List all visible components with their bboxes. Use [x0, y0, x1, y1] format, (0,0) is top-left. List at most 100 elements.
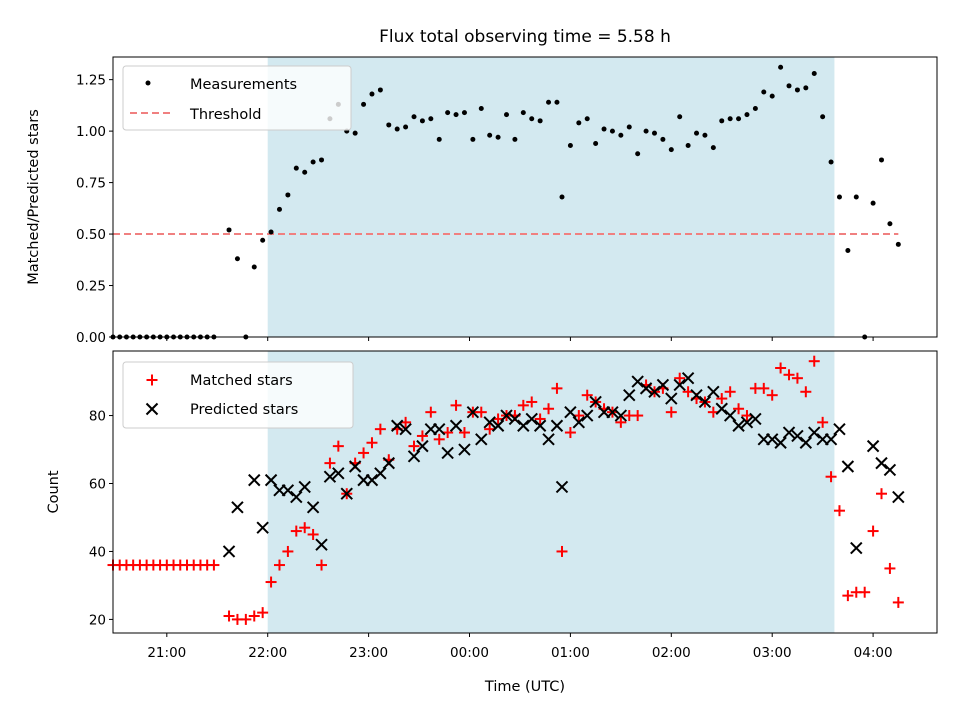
marker-stroke [614, 409, 628, 422]
predicted-star-point [639, 382, 653, 395]
measurement-point [601, 126, 607, 132]
legend-predicted-stars-label: Predicted stars [190, 402, 298, 418]
measurement-point [778, 64, 784, 70]
predicted-star-point [824, 433, 838, 446]
marker-stroke [564, 405, 577, 419]
predicted-star-point [723, 409, 737, 422]
marker-stroke [782, 426, 796, 439]
marker-stroke [765, 433, 779, 446]
matched-star-point [208, 559, 220, 571]
predicted-star-point [665, 392, 678, 405]
marker-stroke [723, 409, 737, 422]
predicted-star-point [340, 487, 353, 500]
matched-star-point [475, 406, 487, 418]
matched-star-point [758, 382, 770, 394]
marker-stroke [715, 402, 728, 415]
matched-star-point [316, 559, 328, 571]
marker-stroke [673, 378, 686, 392]
y-tick-label: 60 [89, 477, 106, 493]
measurement-point [361, 101, 367, 107]
measurement-point [609, 128, 615, 134]
legend-measurements-label: Measurements [190, 77, 297, 93]
marker-stroke [348, 460, 362, 473]
measurement-point [302, 169, 308, 175]
marker-stroke [382, 456, 395, 470]
x-axis-label: Time (UTC) [484, 679, 565, 695]
marker-stroke [315, 538, 328, 551]
measurement-point [870, 200, 876, 206]
matched-star-point [324, 457, 336, 469]
x-tick-label: 04:00 [854, 645, 893, 661]
predicted-star-point [799, 436, 813, 449]
marker-stroke [707, 385, 720, 398]
measurement-point [419, 118, 425, 124]
predicted-star-point [623, 388, 636, 402]
marker-stroke [850, 541, 863, 555]
predicted-star-point [332, 467, 345, 480]
predicted-star-point [348, 460, 362, 473]
matched-star-point [534, 413, 546, 425]
measurement-point [727, 116, 733, 122]
marker-stroke [374, 467, 387, 480]
measurement-point [478, 105, 484, 111]
matched-star-point [543, 403, 555, 415]
matched-star-point [408, 440, 420, 452]
matched-star-point [867, 525, 879, 537]
measurement-point [285, 192, 291, 198]
matched-star-point [307, 528, 319, 540]
measurement-point [820, 114, 826, 120]
measurement-point [618, 132, 624, 138]
top-observing-window-shade [267, 57, 835, 337]
predicted-star-point [483, 416, 496, 429]
measurement-point [436, 136, 442, 142]
y-tick-label: 1.00 [76, 124, 106, 140]
predicted-star-point [892, 490, 905, 504]
measurement-point [651, 130, 657, 136]
marker-stroke [875, 456, 888, 470]
legend-predicted-stars-marker [145, 402, 159, 416]
marker-stroke [799, 436, 813, 449]
predicted-star-point [631, 375, 644, 388]
marker-stroke [589, 395, 602, 409]
measurement-point [504, 112, 510, 118]
predicted-star-point [883, 463, 897, 477]
x-tick-label: 00:00 [450, 645, 489, 661]
marker-stroke [416, 439, 429, 453]
marker-stroke [542, 433, 555, 446]
marker-stroke [648, 385, 661, 398]
matched-star-point [766, 389, 778, 401]
predicted-star-point [749, 412, 762, 426]
predicted-star-point [850, 541, 863, 555]
matched-star-point [665, 406, 677, 418]
measurement-point [895, 241, 901, 247]
measurement-point [744, 112, 750, 118]
marker-stroke [407, 450, 421, 463]
top-x-ticks [166, 337, 874, 341]
matched-star-point [564, 427, 576, 439]
marker-stroke [508, 412, 522, 426]
predicted-star-point [306, 501, 320, 514]
measurement-point [576, 120, 582, 126]
marker-stroke [399, 422, 412, 436]
x-tick-label: 21:00 [147, 645, 186, 661]
bottom-x-ticks: 21:00 22:00 23:00 00:00 01:00 02:00 03:00 04:00 [147, 633, 893, 661]
marker-stroke [732, 419, 745, 432]
measurement-point [445, 110, 451, 116]
marker-stroke [639, 382, 653, 395]
matched-star-point [299, 522, 311, 534]
top-data-marks [110, 64, 901, 340]
predicted-star-point [589, 395, 602, 409]
predicted-star-point [774, 436, 787, 449]
marker-stroke [808, 426, 821, 439]
measurement-point [668, 147, 674, 153]
predicted-star-point [614, 409, 628, 422]
marker-stroke [433, 422, 446, 436]
marker-stroke [500, 409, 513, 422]
measurement-point [293, 165, 299, 171]
marker-stroke [774, 436, 787, 449]
measurement-point [677, 114, 683, 120]
marker-stroke [323, 470, 337, 483]
measurement-point [554, 99, 560, 105]
marker-stroke [681, 371, 695, 385]
marker-stroke [824, 433, 838, 446]
